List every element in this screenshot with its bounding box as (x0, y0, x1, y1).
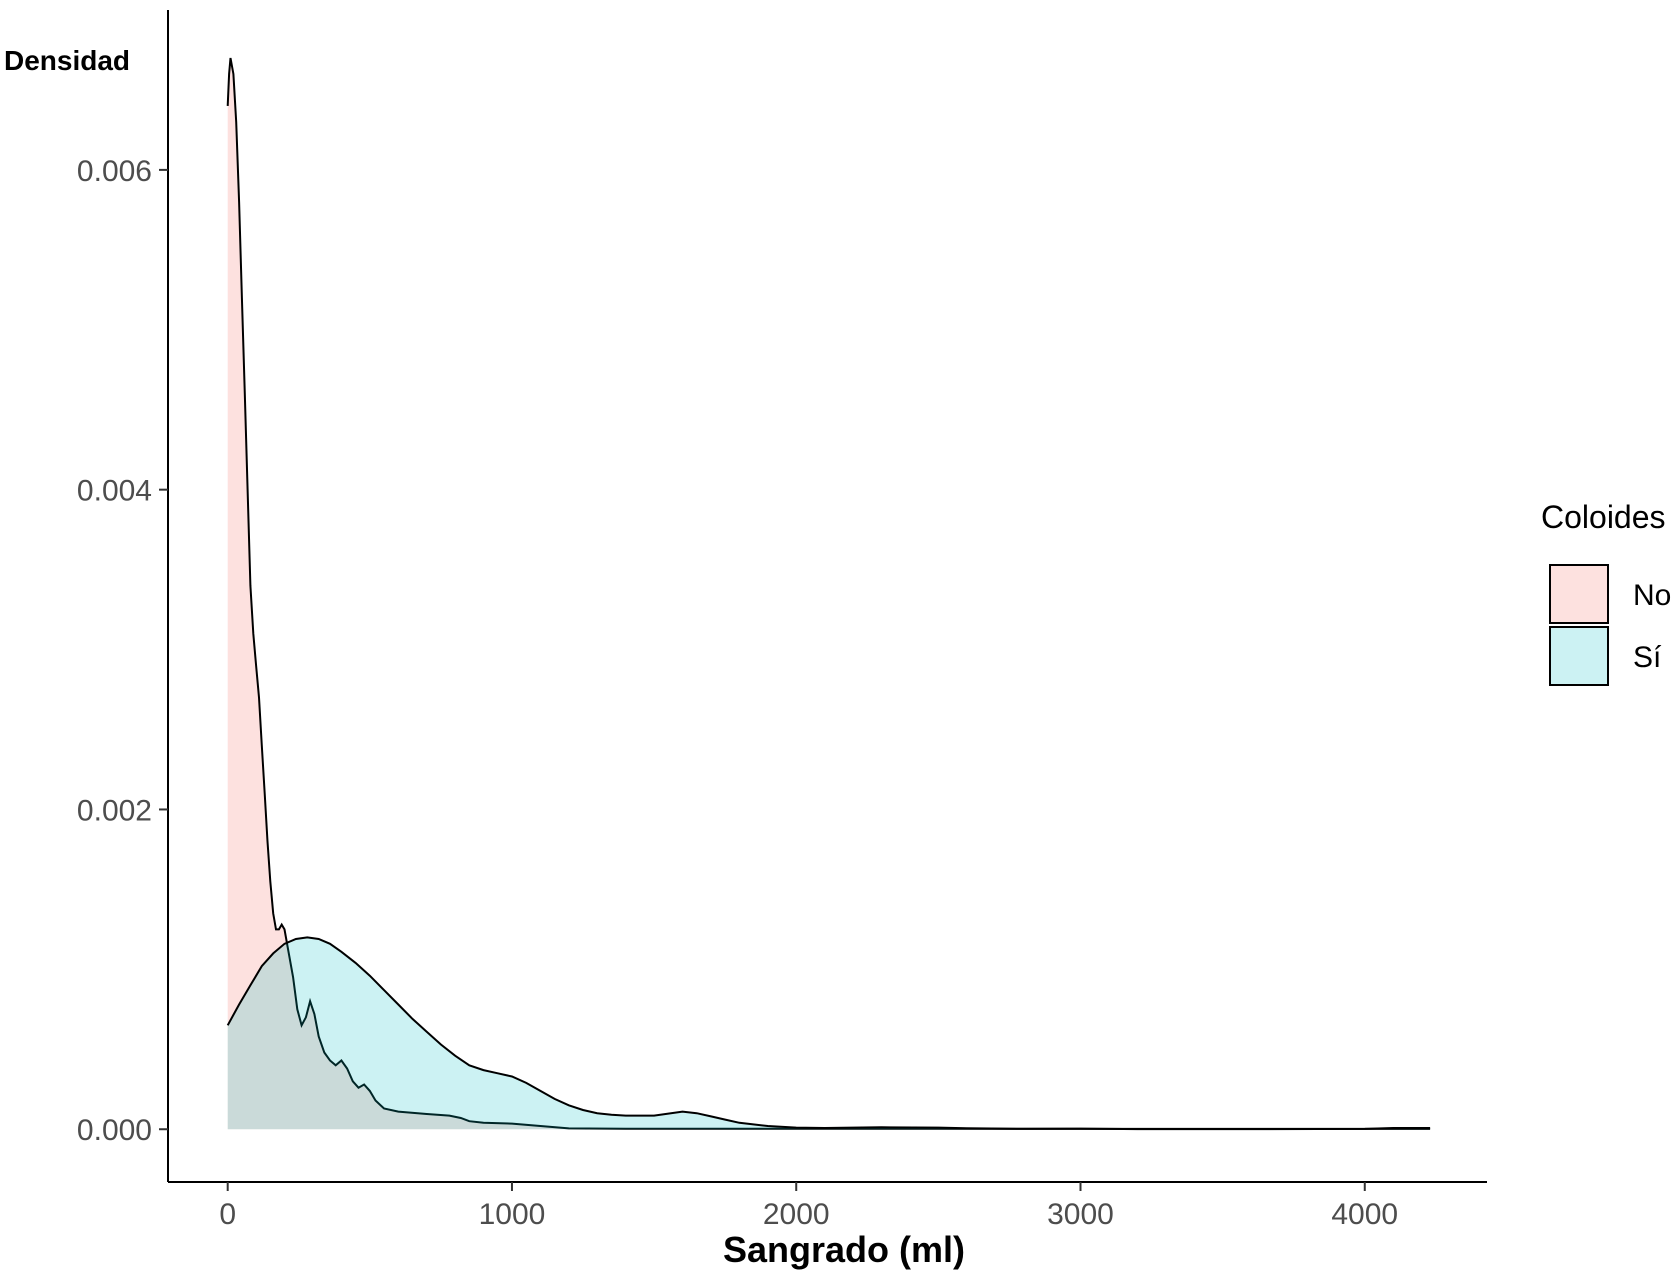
x-tick-label: 2000 (763, 1198, 830, 1231)
x-tick-label: 0 (219, 1198, 236, 1231)
x-tick-label: 1000 (479, 1198, 546, 1231)
legend-label-no: No (1633, 579, 1671, 612)
legend-label-si: Sí (1633, 641, 1662, 674)
x-axis-title: Sangrado (ml) (723, 1229, 965, 1270)
ticks-layer: 0 1000 2000 3000 4000 0.000 0.002 0.004 0.006 (77, 155, 1398, 1231)
x-tick-label: 4000 (1331, 1198, 1398, 1231)
y-axis-title: Densidad (4, 45, 130, 76)
legend: Coloides No Sí (1541, 499, 1671, 686)
x-tick-label: 3000 (1047, 1198, 1114, 1231)
density-area-no (227, 58, 1431, 1130)
series-layer (226, 57, 1431, 1131)
legend-entries: No Sí (1549, 564, 1671, 686)
density-area-si (227, 937, 1431, 1130)
y-tick-label: 0.002 (77, 794, 152, 827)
legend-key-no (1549, 564, 1609, 624)
axes-layer (167, 10, 1487, 1183)
y-tick-label: 0.006 (77, 155, 152, 188)
y-tick-label: 0.004 (77, 475, 152, 508)
legend-key-si (1549, 626, 1609, 686)
density-line-no (226, 57, 1431, 1130)
legend-title: Coloides (1541, 499, 1666, 535)
density-line-si (226, 936, 1431, 1131)
y-tick-label: 0.000 (77, 1114, 152, 1147)
